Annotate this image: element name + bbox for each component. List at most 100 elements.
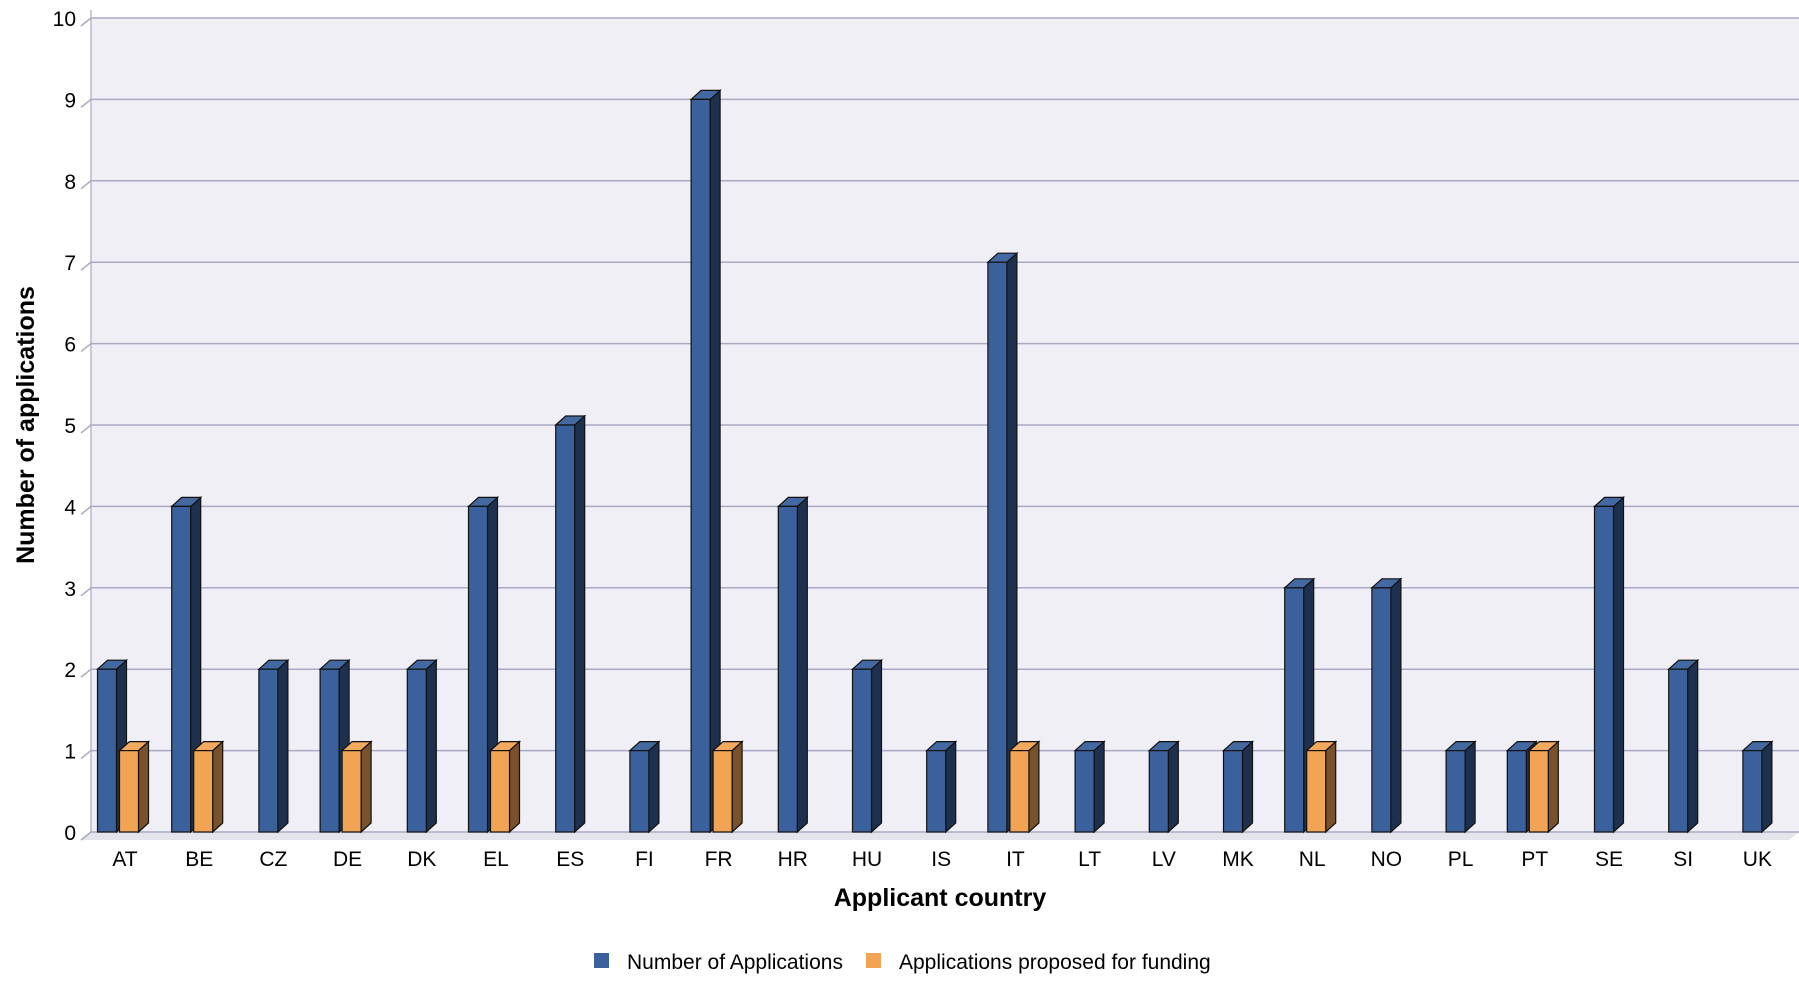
x-tick-label: MK <box>1222 848 1254 871</box>
bar-front <box>1371 587 1392 833</box>
bar-DE-applications <box>318 658 351 834</box>
bar-IT-proposed <box>1008 740 1041 834</box>
bar-front <box>1222 749 1244 833</box>
x-tick-label: LV <box>1152 848 1176 871</box>
y-tick-label: 0 <box>64 822 76 845</box>
bar-side <box>1547 740 1559 834</box>
x-tick-label: NL <box>1299 848 1326 871</box>
bar-front <box>926 749 947 833</box>
y-axis-title: Number of applications <box>12 286 40 564</box>
bar-side <box>1687 658 1699 834</box>
bar-front <box>1009 749 1030 833</box>
bar-FR-proposed <box>711 740 744 834</box>
gridline <box>80 424 1799 434</box>
x-tick-label: IT <box>1006 848 1025 871</box>
x-tick-label: BE <box>185 848 213 871</box>
bar-front <box>171 505 192 833</box>
bar-FR-applications <box>689 89 722 834</box>
x-tick-label: FI <box>635 848 654 871</box>
x-tick-label: AT <box>112 848 137 871</box>
x-tick-label: PL <box>1448 848 1474 871</box>
bar-SE-applications <box>1592 496 1626 834</box>
bar-front <box>1593 505 1615 833</box>
bar-side <box>1390 577 1402 834</box>
bar-front <box>406 668 427 833</box>
x-tick-label: LT <box>1078 848 1101 871</box>
bar-side <box>1325 740 1337 834</box>
bar-front <box>341 749 362 833</box>
bar-HU-applications <box>850 658 884 834</box>
bar-side <box>360 740 372 834</box>
bar-side <box>212 740 224 834</box>
bar-IT-applications <box>986 251 1019 834</box>
x-tick-label: DK <box>407 848 436 871</box>
bar-front <box>777 505 798 833</box>
y-tick-label: 2 <box>64 659 76 682</box>
bars <box>95 89 1774 834</box>
gridline <box>80 98 1799 108</box>
x-tick-labels: AT BE CZ DE DK EL ES FI FR HR HU IS IT LT LV MK NL NO PL PT… <box>112 848 1772 871</box>
bar-front <box>1528 749 1549 833</box>
y-tick-label: 9 <box>64 89 76 112</box>
x-tick-label: SE <box>1595 848 1623 871</box>
bar-front <box>629 749 650 833</box>
bar-BE-proposed <box>192 740 225 834</box>
bar-ES-applications <box>554 414 587 834</box>
legend-label: Applications proposed for funding <box>899 951 1211 974</box>
legend-swatch <box>866 953 881 968</box>
legend: Number of Applications Applications propo… <box>594 951 1211 974</box>
bar-front <box>1148 749 1169 833</box>
gridline <box>80 261 1799 271</box>
bar-side <box>574 414 586 834</box>
bar-side <box>1241 740 1254 834</box>
legend-swatch <box>594 953 609 968</box>
bar-side <box>870 658 883 834</box>
bar-front <box>555 424 576 833</box>
y-tick-label: 4 <box>64 496 76 519</box>
x-tick-label: DE <box>333 848 362 871</box>
x-axis-title: Applicant country <box>834 884 1047 912</box>
x-tick-label: IS <box>931 848 951 871</box>
x-tick-label: HR <box>778 848 808 871</box>
bar-front <box>1306 749 1327 833</box>
bar-side <box>1464 740 1476 834</box>
bar-front <box>1445 749 1466 833</box>
bar-side <box>1167 740 1179 834</box>
y-tick-label: 5 <box>64 415 76 438</box>
bar-NO-applications <box>1370 577 1403 834</box>
gridline <box>80 587 1799 597</box>
bar-front <box>1668 668 1689 833</box>
bar-side <box>945 740 957 834</box>
x-tick-label: HU <box>852 848 882 871</box>
legend-item: Applications proposed for funding <box>866 951 1211 974</box>
x-tick-label: SI <box>1673 848 1693 871</box>
y-tick-label: 3 <box>64 578 76 601</box>
bar-FI-applications <box>628 740 661 834</box>
bar-front <box>987 261 1008 833</box>
bar-front <box>1742 749 1763 833</box>
bar-side <box>1028 740 1040 834</box>
legend-label: Number of Applications <box>627 951 843 974</box>
bar-side <box>277 658 289 834</box>
y-tick-label: 10 <box>53 8 76 31</box>
bar-front <box>1074 749 1095 833</box>
bar-side <box>648 740 660 834</box>
bar-EL-applications <box>466 496 500 834</box>
gridline <box>80 505 1799 515</box>
x-tick-label: ES <box>556 848 584 871</box>
bar-SI-applications <box>1667 658 1700 834</box>
bar-LT-applications <box>1073 740 1106 834</box>
bar-LV-applications <box>1147 740 1180 834</box>
bar-front <box>1284 587 1305 833</box>
x-tick-label: CZ <box>259 848 287 871</box>
bar-PT-proposed <box>1527 740 1560 834</box>
bar-front <box>96 668 118 833</box>
bar-front <box>851 668 873 833</box>
bar-side <box>508 740 521 834</box>
bar-side <box>425 658 437 834</box>
bar-AT-proposed <box>117 740 151 834</box>
bar-front <box>467 505 489 833</box>
bar-side <box>709 89 721 834</box>
